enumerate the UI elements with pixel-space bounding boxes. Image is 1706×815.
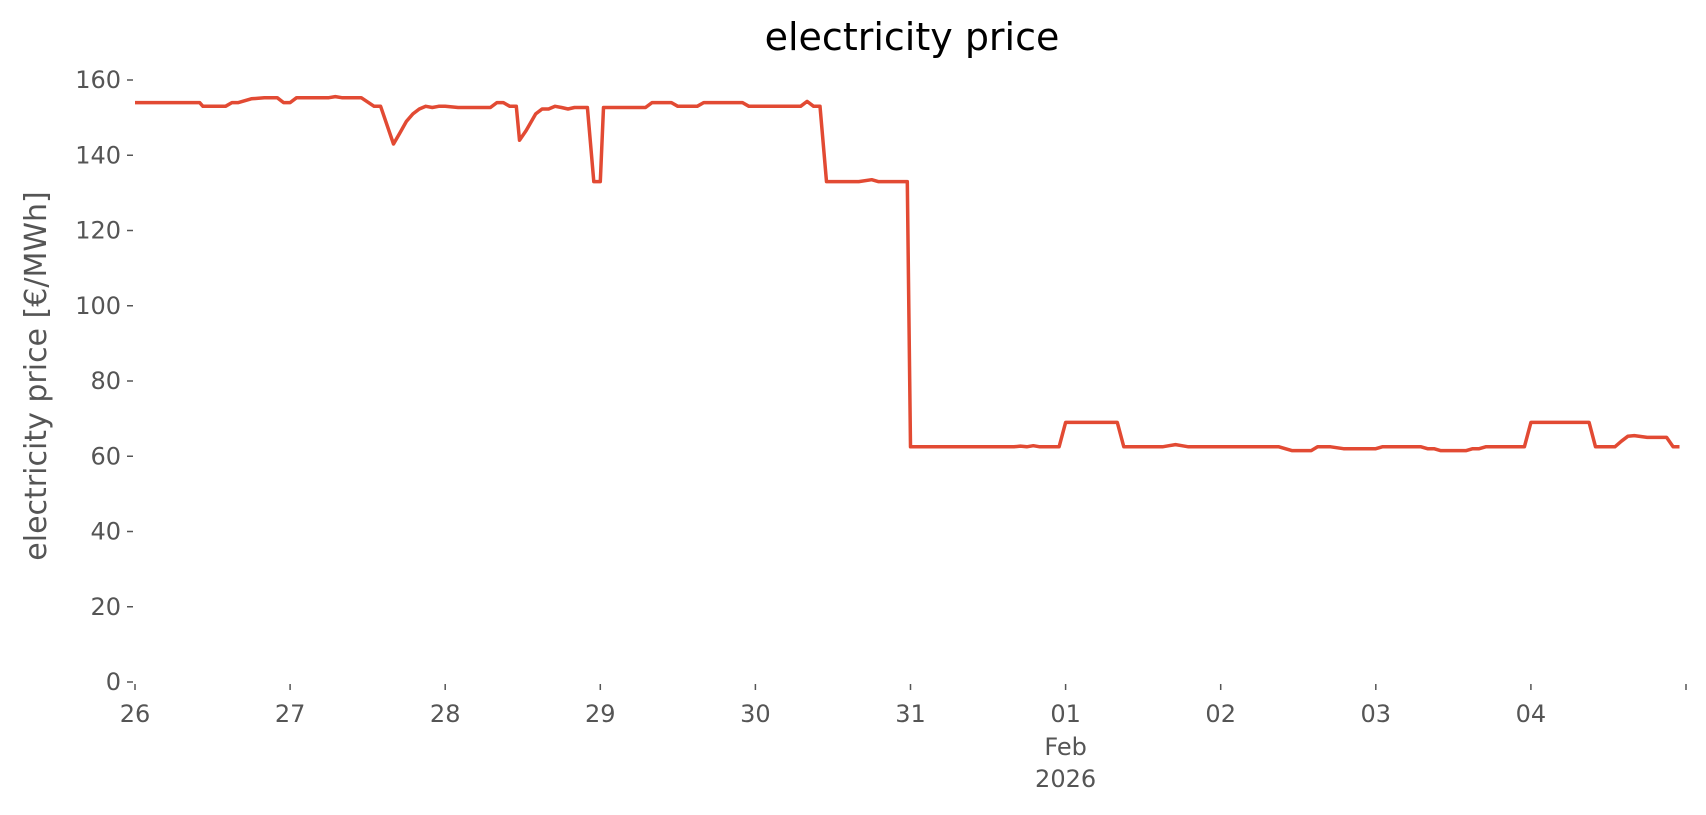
y-axis: 0 20 40 60 80 100 120 140 160 bbox=[75, 66, 133, 696]
x-axis: 26 27 28 29 30 31 01 02 03 04 Feb 2026 bbox=[120, 684, 1687, 793]
chart-title: electricity price bbox=[765, 15, 1060, 59]
plot-area bbox=[135, 94, 1680, 453]
x-tick-label: 26 bbox=[120, 700, 151, 728]
y-tick-label: 40 bbox=[90, 518, 121, 546]
y-tick-label: 120 bbox=[75, 217, 121, 245]
x-secondary-label: 2026 bbox=[1035, 765, 1096, 793]
y-tick-label: 0 bbox=[106, 668, 121, 696]
y-tick-label: 20 bbox=[90, 593, 121, 621]
x-tick-label: 29 bbox=[585, 700, 616, 728]
series-line bbox=[135, 94, 1680, 453]
y-tick-label: 80 bbox=[90, 367, 121, 395]
x-tick-label: 27 bbox=[275, 700, 306, 728]
x-tick-label: 03 bbox=[1361, 700, 1392, 728]
y-tick-label: 60 bbox=[90, 442, 121, 470]
y-tick-label: 140 bbox=[75, 141, 121, 169]
x-secondary-label: Feb bbox=[1044, 733, 1087, 761]
x-tick-label: 02 bbox=[1205, 700, 1236, 728]
x-tick-label: 31 bbox=[895, 700, 926, 728]
x-tick-label: 28 bbox=[430, 700, 461, 728]
y-tick-label: 160 bbox=[75, 66, 121, 94]
x-tick-label: 01 bbox=[1050, 700, 1081, 728]
y-tick-label: 100 bbox=[75, 292, 121, 320]
x-tick-label: 04 bbox=[1516, 700, 1547, 728]
y-axis-title: electricity price [€/MWh] bbox=[19, 191, 54, 560]
x-tick-label: 30 bbox=[740, 700, 771, 728]
